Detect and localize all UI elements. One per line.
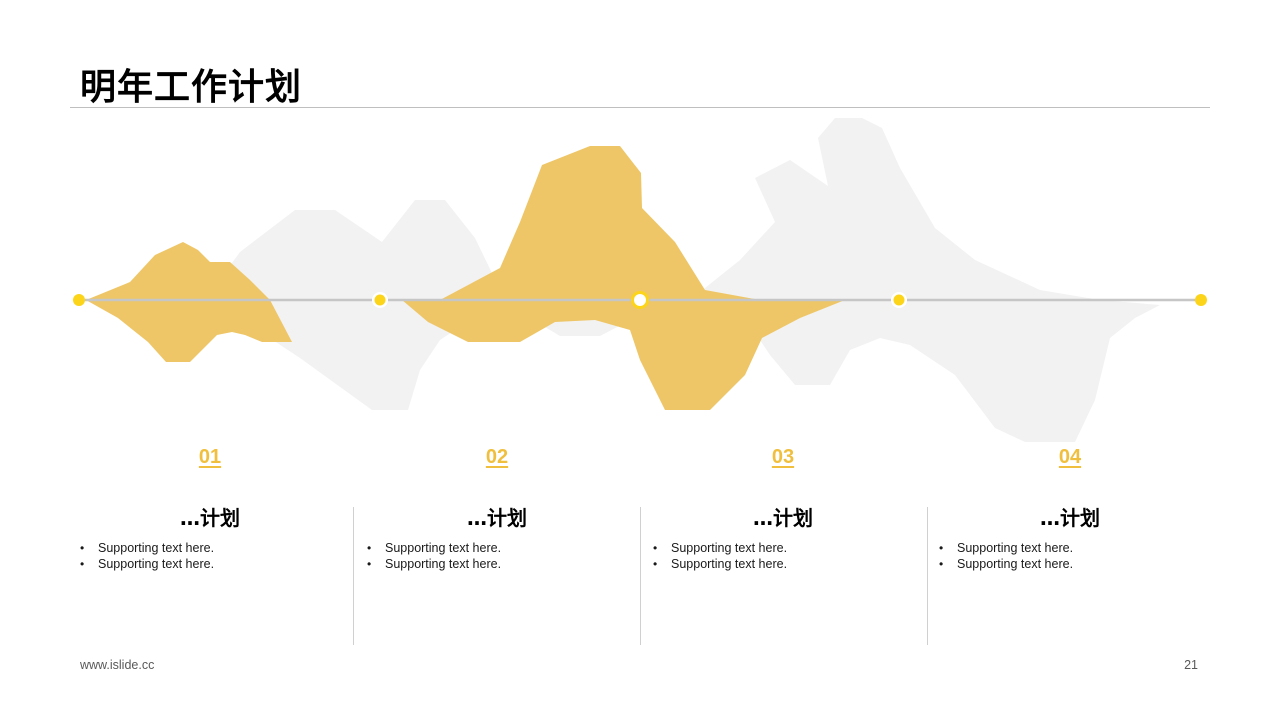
title-divider <box>70 107 1210 108</box>
step-number-4: 04 <box>1058 446 1082 468</box>
bullet-item: Supporting text here. <box>80 540 214 556</box>
bullet-item: Supporting text here. <box>939 540 1073 556</box>
gray-wave-shape-1 <box>205 200 505 410</box>
step-bullets-3: Supporting text here. Supporting text he… <box>653 540 787 572</box>
gray-wave-shape-2 <box>490 118 1160 442</box>
step-heading-1: …计划 <box>180 506 240 530</box>
step-heading-4: …计划 <box>1040 506 1100 530</box>
bullet-item: Supporting text here. <box>367 540 501 556</box>
yellow-wave-shape-2 <box>402 146 845 410</box>
step-number-2: 02 <box>485 446 509 468</box>
timeline-dot-start <box>73 294 85 306</box>
page-number: 21 <box>1184 658 1198 672</box>
step-heading-3: …计划 <box>753 506 813 530</box>
bullet-item: Supporting text here. <box>367 556 501 572</box>
timeline-dot-3-inner <box>893 294 905 306</box>
step-bullets-1: Supporting text here. Supporting text he… <box>80 540 214 572</box>
column-divider-1 <box>353 507 354 645</box>
column-divider-2 <box>640 507 641 645</box>
timeline-dot-end <box>1195 294 1207 306</box>
bullet-item: Supporting text here. <box>80 556 214 572</box>
step-number-1: 01 <box>198 446 222 468</box>
bullet-item: Supporting text here. <box>653 540 787 556</box>
timeline-dot-1-inner <box>374 294 386 306</box>
column-divider-3 <box>927 507 928 645</box>
timeline-dot-2-inner <box>634 294 646 306</box>
footer-url: www.islide.cc <box>80 658 155 672</box>
step-bullets-2: Supporting text here. Supporting text he… <box>367 540 501 572</box>
step-number-3: 03 <box>771 446 795 468</box>
page-title: 明年工作计划 <box>80 67 303 108</box>
bullet-item: Supporting text here. <box>939 556 1073 572</box>
step-heading-2: …计划 <box>467 506 527 530</box>
yellow-wave-shape-1 <box>86 242 292 362</box>
step-bullets-4: Supporting text here. Supporting text he… <box>939 540 1073 572</box>
bullet-item: Supporting text here. <box>653 556 787 572</box>
